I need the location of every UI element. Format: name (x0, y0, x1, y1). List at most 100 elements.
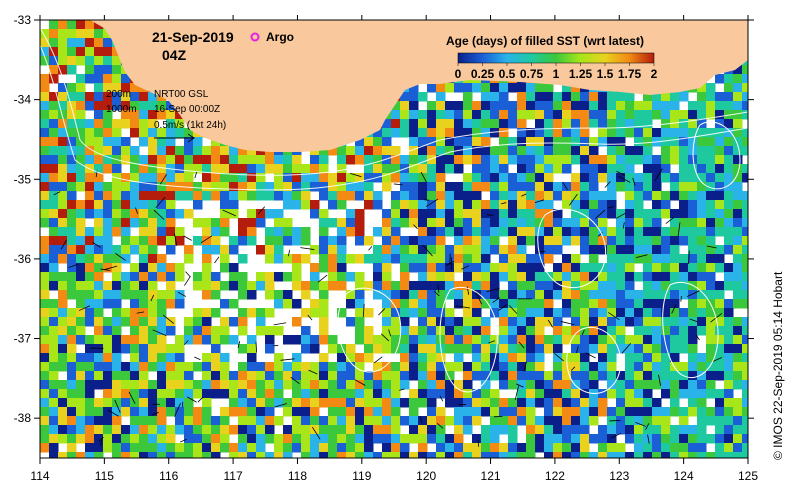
x-tick-label: 115 (95, 469, 114, 483)
current-vector (312, 426, 321, 440)
current-vector (68, 263, 79, 268)
current-vector (486, 288, 500, 293)
current-vector (433, 290, 440, 297)
current-vector (689, 318, 698, 323)
current-vector (308, 369, 318, 375)
plot-area (40, 20, 748, 458)
current-vector (712, 357, 722, 363)
argo-marker-icon (250, 32, 260, 42)
current-vector (194, 171, 198, 179)
current-vector (317, 274, 328, 283)
current-vector (177, 291, 187, 297)
current-vector (150, 294, 155, 302)
colorbar-tick-label: 1 (553, 67, 560, 81)
colorbar-title: Age (days) of filled SST (wrt latest) (446, 34, 644, 48)
current-vector (688, 250, 690, 265)
current-vector (155, 196, 166, 209)
y-tick-label: -35 (14, 172, 32, 186)
isobath-1000m (40, 44, 748, 191)
current-vector (635, 421, 647, 427)
colorbar-tick-label: 0 (455, 67, 462, 81)
colorbar-tick-label: 0.5 (499, 67, 516, 81)
current-vector (554, 353, 564, 362)
current-vector (100, 438, 103, 446)
current-vector (488, 340, 495, 344)
current-vector (287, 249, 291, 257)
current-vector (200, 235, 213, 244)
shelf-isobaths (40, 27, 748, 191)
current-vector (373, 356, 383, 364)
current-vector (647, 434, 650, 444)
current-vector (300, 247, 315, 250)
current-vector (645, 423, 650, 431)
x-tick-label: 123 (609, 469, 629, 483)
colorbar-tick-label: 0.75 (520, 67, 544, 81)
current-vector (60, 239, 67, 250)
x-tick-label: 116 (159, 469, 178, 483)
current-vector (184, 276, 191, 286)
colorbar-gradient (457, 52, 655, 64)
current-vector (617, 175, 631, 183)
current-vector (273, 322, 287, 326)
current-vector (114, 399, 121, 413)
current-vector (115, 253, 126, 261)
current-vector (274, 403, 287, 408)
current-vector (686, 289, 701, 297)
y-axis: -33 -34 -35 -36 -37 -38 (14, 13, 754, 425)
depth-1000-label: 1000m (106, 104, 137, 115)
colorbar-tick-labels: 0 0.25 0.5 0.75 1 1.25 1.5 1.75 2 (455, 63, 658, 81)
map-frame (39, 19, 749, 459)
current-vector (671, 304, 677, 314)
current-vector (350, 173, 362, 178)
product-label: NRT00 GSL (154, 89, 209, 100)
current-vector (696, 335, 700, 341)
current-vector (162, 314, 175, 324)
current-vector (153, 209, 165, 220)
current-vector (616, 170, 626, 176)
vector-scale-label: 0.5m/s (1kt 24h) (154, 120, 226, 131)
current-vector (413, 224, 418, 230)
current-vector (378, 308, 386, 316)
colorbar-tick-label: 2 (651, 67, 658, 81)
current-vector (492, 297, 500, 303)
depth-200-label: 200m (106, 89, 131, 100)
current-vector (560, 321, 575, 326)
current-vector (214, 256, 220, 264)
current-vector (570, 366, 576, 371)
current-vector (680, 295, 682, 302)
current-vector (354, 379, 366, 386)
current-vector (393, 183, 403, 186)
current-vector (136, 311, 145, 314)
eddy-contour (662, 281, 719, 379)
x-tick-label: 122 (545, 469, 565, 483)
current-vector (98, 436, 104, 442)
current-vector (399, 388, 405, 391)
colorbar-tick-label: 1.5 (597, 67, 614, 81)
eddy-contour (566, 326, 622, 394)
credit-text: © IMOS 22-Sep-2019 05:14 Hobart (771, 271, 785, 460)
current-vector (518, 341, 525, 349)
current-vector (621, 342, 632, 354)
current-vector (135, 207, 138, 214)
current-vector (521, 193, 527, 197)
eddy-contour (692, 121, 741, 190)
current-vector (595, 209, 606, 219)
x-tick-label: 120 (416, 469, 436, 483)
current-vector (290, 376, 300, 384)
legend-block: 200m 1000m NRT00 GSL 16-Sep 00:00Z 0.5m/… (106, 89, 226, 143)
x-tick-label: 124 (674, 469, 694, 483)
current-vector (581, 329, 585, 336)
current-vector (635, 254, 648, 258)
current-vector (380, 333, 390, 342)
x-tick-label: 118 (288, 469, 307, 483)
current-vector (100, 268, 111, 271)
current-vector (514, 385, 520, 400)
current-vector (425, 198, 439, 207)
map-time: 04Z (162, 47, 187, 63)
current-vector (420, 171, 427, 183)
current-vector (152, 329, 167, 337)
current-vector (706, 245, 717, 249)
x-tick-label: 119 (352, 469, 371, 483)
current-vector (509, 305, 518, 314)
